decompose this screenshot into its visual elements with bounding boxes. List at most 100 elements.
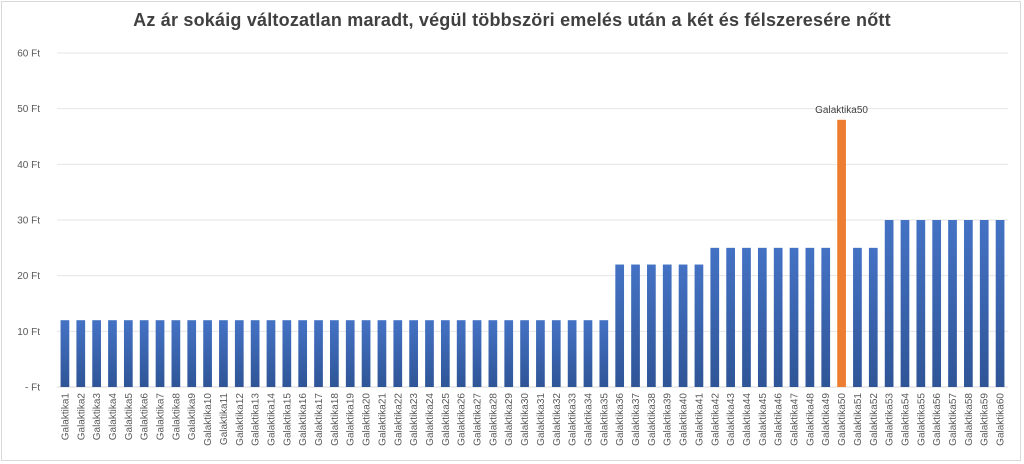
bar bbox=[647, 264, 656, 387]
bar bbox=[266, 320, 276, 387]
bar bbox=[757, 247, 767, 387]
x-tick-label: Galaktika45 bbox=[758, 393, 769, 446]
x-tick-label: Galaktika28 bbox=[488, 393, 499, 446]
x-tick-label: Galaktika58 bbox=[964, 393, 975, 446]
y-axis-ticks: - Ft 10 Ft 20 Ft 30 Ft 40 Ft 50 Ft 60 Ft bbox=[17, 49, 40, 394]
x-tick-label: Galaktika48 bbox=[805, 393, 816, 446]
bar bbox=[171, 320, 181, 387]
x-tick-label: Galaktika31 bbox=[536, 393, 547, 446]
x-tick-label: Galaktika49 bbox=[821, 393, 832, 446]
x-tick-label: Galaktika55 bbox=[916, 393, 927, 446]
bar bbox=[583, 320, 593, 387]
x-tick-label: Galaktika26 bbox=[457, 393, 468, 446]
bar bbox=[567, 320, 577, 387]
x-tick-label: Galaktika6 bbox=[140, 393, 151, 441]
x-tick-label: Galaktika27 bbox=[473, 393, 484, 446]
bar bbox=[60, 320, 70, 387]
x-tick-label: Galaktika59 bbox=[980, 393, 991, 446]
bar bbox=[742, 247, 751, 387]
y-tick-label: 40 Ft bbox=[17, 160, 40, 171]
bar bbox=[187, 320, 197, 387]
x-tick-label: Galaktika43 bbox=[726, 393, 737, 446]
x-tick-label: Galaktika52 bbox=[869, 393, 880, 446]
gridlines bbox=[57, 52, 1008, 388]
bar bbox=[916, 220, 926, 387]
bar bbox=[76, 320, 86, 387]
y-tick-label: 20 Ft bbox=[17, 271, 40, 282]
x-tick-label: Galaktika39 bbox=[663, 393, 674, 446]
x-tick-label: Galaktika56 bbox=[932, 393, 943, 446]
bar bbox=[932, 220, 942, 387]
bar bbox=[853, 247, 862, 387]
bar bbox=[599, 320, 609, 387]
x-tick-label: Galaktika3 bbox=[92, 393, 103, 441]
bar bbox=[504, 320, 514, 387]
x-tick-label: Galaktika36 bbox=[615, 393, 626, 446]
data-labels: Galaktika50 bbox=[815, 105, 868, 116]
bar bbox=[409, 320, 418, 387]
x-tick-label: Galaktika53 bbox=[885, 393, 896, 446]
bar bbox=[123, 320, 133, 387]
x-tick-label: Galaktika38 bbox=[647, 393, 658, 446]
x-tick-label: Galaktika4 bbox=[108, 393, 119, 441]
bar bbox=[789, 247, 799, 387]
x-tick-label: Galaktika1 bbox=[60, 393, 71, 441]
x-tick-label: Galaktika9 bbox=[187, 393, 198, 441]
x-tick-label: Galaktika21 bbox=[377, 393, 388, 446]
x-tick-label: Galaktika20 bbox=[362, 393, 373, 446]
bar bbox=[615, 264, 625, 387]
bar bbox=[884, 220, 894, 387]
bar bbox=[868, 247, 878, 387]
bar bbox=[979, 220, 989, 387]
bar bbox=[440, 320, 450, 387]
bar bbox=[425, 320, 434, 387]
x-tick-label: Galaktika23 bbox=[409, 393, 420, 446]
bar bbox=[155, 320, 165, 387]
x-tick-label: Galaktika19 bbox=[346, 393, 357, 446]
bar bbox=[139, 320, 149, 387]
x-tick-label: Galaktika51 bbox=[853, 393, 864, 446]
bar bbox=[282, 320, 292, 387]
bar bbox=[250, 320, 260, 387]
x-tick-label: Galaktika12 bbox=[235, 393, 246, 446]
x-tick-label: Galaktika15 bbox=[282, 393, 293, 446]
y-tick-label: 10 Ft bbox=[17, 327, 40, 338]
x-tick-label: Galaktika14 bbox=[266, 393, 277, 446]
x-tick-label: Galaktika17 bbox=[314, 393, 325, 446]
y-tick-label: 30 Ft bbox=[17, 216, 40, 227]
bar bbox=[520, 320, 529, 387]
bars bbox=[60, 119, 1005, 388]
x-tick-label: Galaktika18 bbox=[330, 393, 341, 446]
x-tick-label: Galaktika13 bbox=[251, 393, 262, 446]
bar bbox=[377, 320, 387, 387]
bar bbox=[773, 247, 783, 387]
bar bbox=[298, 320, 308, 387]
y-tick-label: - Ft bbox=[25, 383, 40, 394]
x-tick-label: Galaktika29 bbox=[504, 393, 515, 446]
bar bbox=[472, 320, 482, 387]
x-tick-label: Galaktika41 bbox=[694, 393, 705, 446]
x-tick-label: Galaktika37 bbox=[631, 393, 642, 446]
x-tick-label: Galaktika47 bbox=[790, 393, 801, 446]
x-tick-label: Galaktika2 bbox=[76, 393, 87, 441]
bar bbox=[456, 320, 466, 387]
y-tick-label: 60 Ft bbox=[17, 49, 40, 60]
x-tick-label: Galaktika32 bbox=[552, 393, 563, 446]
bar bbox=[203, 320, 212, 387]
data-label: Galaktika50 bbox=[815, 105, 868, 116]
chart-title: Az ár sokáig változatlan maradt, végül t… bbox=[133, 10, 891, 30]
x-tick-label: Galaktika10 bbox=[203, 393, 214, 446]
bar bbox=[710, 247, 720, 387]
bar bbox=[631, 264, 640, 387]
x-tick-label: Galaktika16 bbox=[298, 393, 309, 446]
bar bbox=[234, 320, 244, 387]
bar bbox=[900, 220, 910, 387]
bar bbox=[837, 119, 846, 388]
x-tick-label: Galaktika34 bbox=[583, 393, 594, 446]
bar bbox=[995, 220, 1005, 387]
x-tick-label: Galaktika46 bbox=[774, 393, 785, 446]
bar bbox=[314, 320, 323, 387]
x-tick-label: Galaktika40 bbox=[679, 393, 690, 446]
bar bbox=[345, 320, 355, 387]
